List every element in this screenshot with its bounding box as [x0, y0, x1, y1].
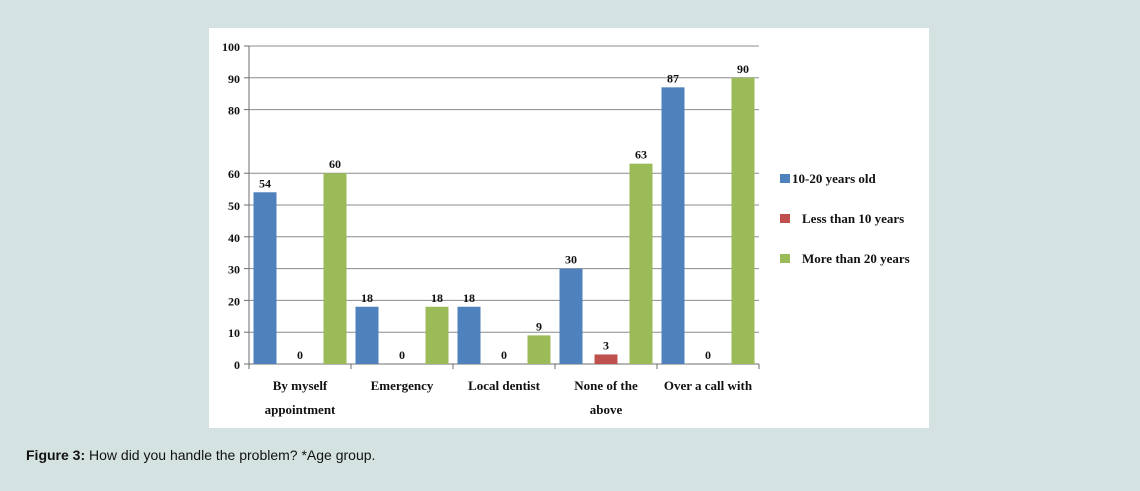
data-label: 90 [737, 62, 749, 76]
data-label: 63 [635, 148, 647, 162]
bar [527, 335, 551, 364]
legend-label: More than 20 years [802, 251, 910, 266]
data-label: 60 [329, 157, 341, 171]
data-label: 30 [565, 253, 577, 267]
data-label: 0 [705, 348, 711, 362]
bar [355, 306, 379, 364]
legend-label: 10-20 years old [792, 171, 877, 186]
data-label: 18 [361, 291, 373, 305]
y-tick-label: 50 [228, 199, 240, 213]
bar [425, 306, 449, 364]
y-tick-label: 60 [228, 167, 240, 181]
data-label: 0 [297, 348, 303, 362]
y-tick-label: 90 [228, 72, 240, 86]
y-tick-label: 40 [228, 231, 240, 245]
y-tick-label: 30 [228, 263, 240, 277]
y-tick-label: 80 [228, 104, 240, 118]
legend-swatch [780, 214, 790, 223]
bar [457, 306, 481, 364]
bar [731, 77, 755, 365]
data-label: 3 [603, 338, 609, 352]
category-label: Over a call with [664, 378, 753, 393]
data-label: 87 [667, 71, 679, 85]
bar [661, 87, 685, 364]
figure-caption: Figure 3: How did you handle the problem… [26, 447, 375, 463]
y-tick-label: 20 [228, 294, 240, 308]
category-label: above [590, 402, 623, 417]
category-label: Emergency [371, 378, 434, 393]
legend-label: Less than 10 years [802, 211, 904, 226]
caption-text: How did you handle the problem? *Age gro… [89, 447, 376, 463]
legend-swatch [780, 254, 790, 263]
category-label: By myself [273, 378, 328, 393]
bar [559, 268, 583, 364]
data-label: 18 [431, 291, 443, 305]
data-label: 54 [259, 176, 271, 190]
data-label: 0 [501, 348, 507, 362]
caption-label: Figure 3: [26, 447, 86, 463]
category-label: appointment [265, 402, 336, 417]
y-tick-label: 0 [234, 358, 240, 372]
data-label: 0 [399, 348, 405, 362]
bar [323, 173, 347, 364]
y-tick-label: 10 [228, 326, 240, 340]
category-label: Local dentist [468, 378, 541, 393]
bar [594, 354, 618, 364]
bar [253, 192, 277, 364]
bar [629, 163, 653, 364]
data-label: 18 [463, 291, 475, 305]
y-tick-label: 100 [222, 40, 240, 54]
chart-panel: 0 10 20 30 40 50 60 80 90 100 54 18 18 30 87 0 0 0 3 0 60 18 9… [209, 28, 929, 428]
data-label: 9 [536, 319, 542, 333]
legend-swatch [780, 174, 790, 183]
category-label: None of the [574, 378, 638, 393]
